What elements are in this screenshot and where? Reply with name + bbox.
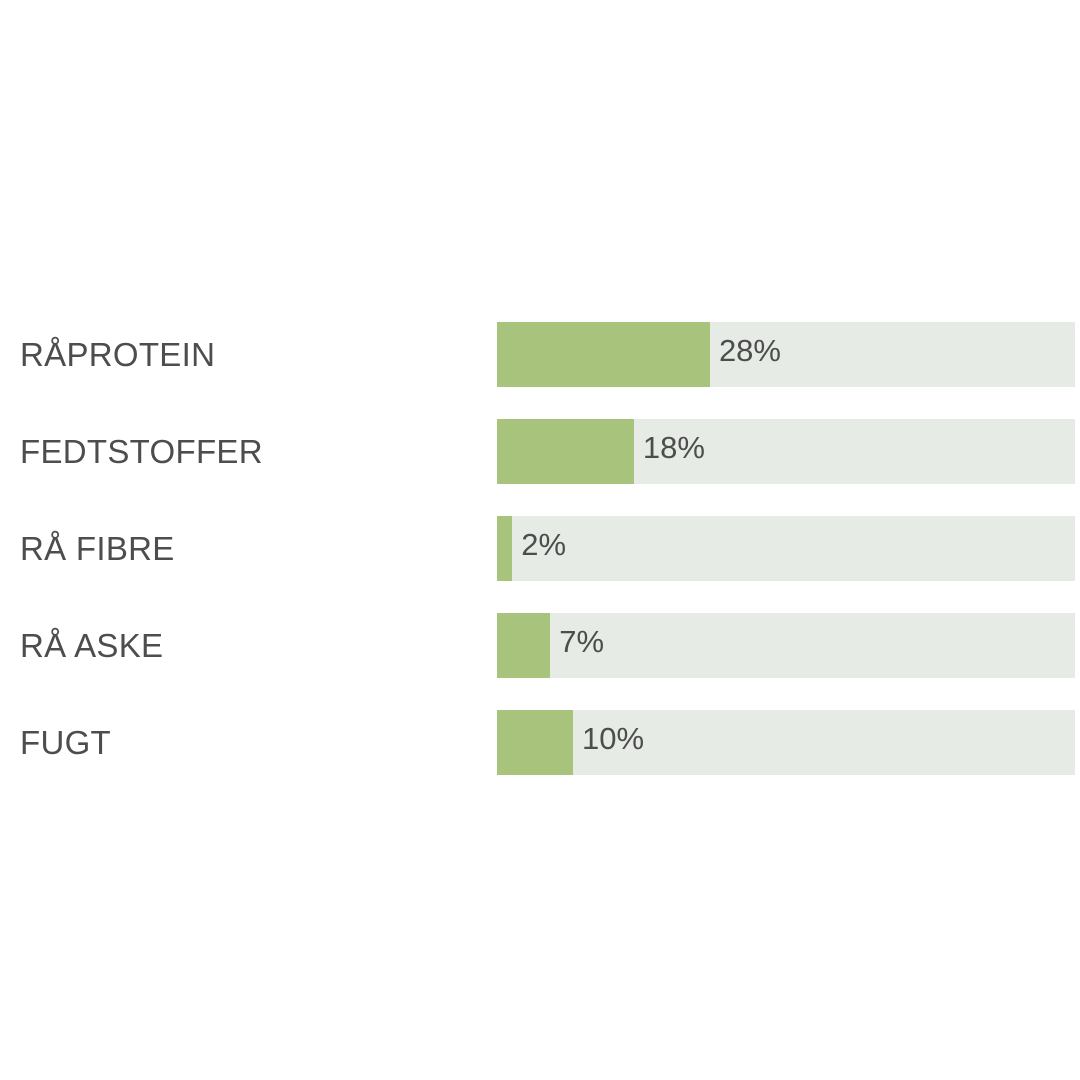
bar-row: RÅ FIBRE 2% [0,516,1080,581]
bar-track: 2% [497,516,1075,581]
bar-track: 7% [497,613,1075,678]
value-label: 7% [559,624,605,659]
value-label: 2% [521,527,567,562]
bar-track: 10% [497,710,1075,775]
value-label: 28% [718,333,781,368]
bar-row: RÅ ASKE 7% [0,613,1080,678]
bar-fill [497,322,710,387]
category-label: RÅPROTEIN [20,336,216,373]
bar-row: FEDTSTOFFER 18% [0,419,1080,484]
bar-track: 28% [497,322,1075,387]
value-label: 18% [642,430,705,465]
category-label: FEDTSTOFFER [20,433,263,470]
bar-fill [497,419,634,484]
bar-fill [497,516,513,581]
category-label: FUGT [20,724,112,761]
bar-row: FUGT 10% [0,710,1080,775]
value-label: 10% [582,721,645,756]
bar-fill [497,613,551,678]
bar-track: 18% [497,419,1075,484]
category-label: RÅ ASKE [20,627,164,664]
category-label: RÅ FIBRE [20,530,175,567]
bar-fill [497,710,574,775]
bar-row: RÅPROTEIN 28% [0,322,1080,387]
